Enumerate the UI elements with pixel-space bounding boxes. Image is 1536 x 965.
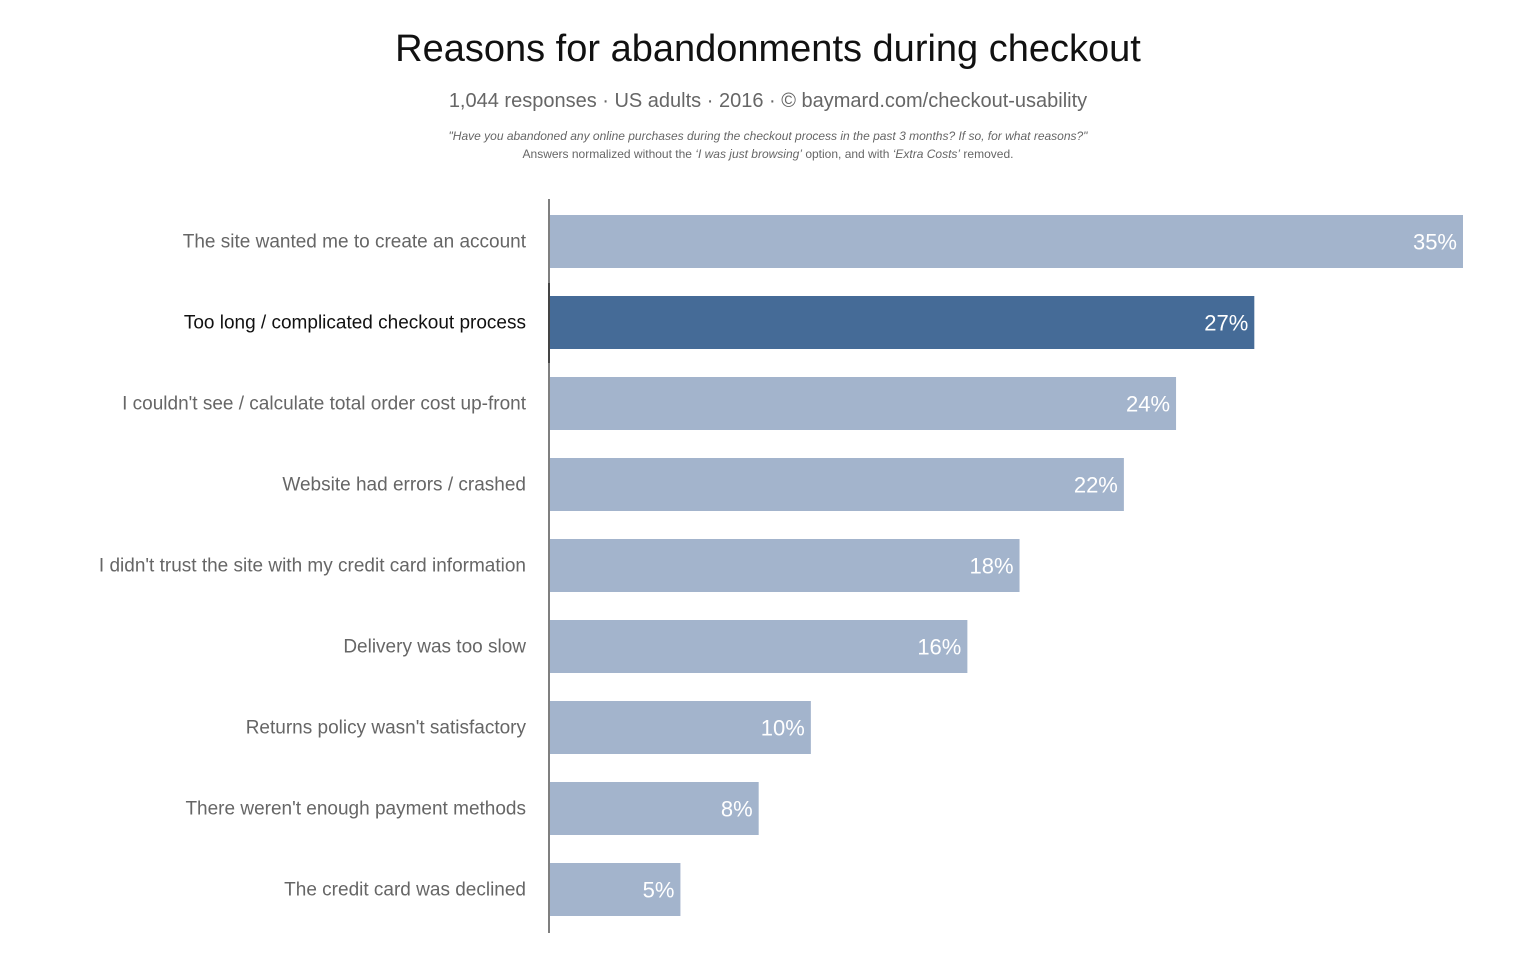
chart-title: Reasons for abandonments during checkout <box>395 28 1141 70</box>
note-suffix: removed. <box>960 147 1014 161</box>
bar <box>550 215 1463 268</box>
normalization-note: Answers normalized without the ‘I was ju… <box>0 147 1536 161</box>
bar <box>550 296 1255 349</box>
data-label: 5% <box>643 878 675 903</box>
survey-question: "Have you abandoned any online purchases… <box>448 129 1088 143</box>
category-label: Website had errors / crashed <box>282 475 526 496</box>
data-label: 22% <box>1074 473 1118 498</box>
chart-subtitle: 1,044 responses · US adults · 2016 · © b… <box>448 90 1088 112</box>
data-label: 27% <box>1204 311 1248 336</box>
data-label: 18% <box>969 554 1013 579</box>
bar <box>550 701 811 754</box>
category-label: The credit card was declined <box>284 880 526 901</box>
category-label: I didn't trust the site with my credit c… <box>99 556 526 577</box>
note-mid: option, and with <box>802 147 893 161</box>
data-label: 8% <box>721 797 753 822</box>
category-label: I couldn't see / calculate total order c… <box>122 394 527 415</box>
data-label: 16% <box>917 635 961 660</box>
category-label: The site wanted me to create an account <box>183 232 527 253</box>
category-label: There weren't enough payment methods <box>185 799 526 820</box>
data-label: 10% <box>761 716 805 741</box>
bar <box>550 539 1020 592</box>
bar <box>550 377 1177 430</box>
note-emphasis-1: ‘I was just browsing’ <box>695 147 802 161</box>
data-label: 24% <box>1126 392 1170 417</box>
note-prefix: Answers normalized without the <box>522 147 696 161</box>
bar <box>550 782 759 835</box>
bar <box>550 458 1124 511</box>
note-emphasis-2: ‘Extra Costs’ <box>892 147 961 161</box>
data-label: 35% <box>1413 230 1457 255</box>
category-label: Too long / complicated checkout process <box>184 313 526 334</box>
category-label: Delivery was too slow <box>343 637 526 658</box>
bar <box>550 620 968 673</box>
bar <box>550 863 681 916</box>
category-label: Returns policy wasn't satisfactory <box>246 718 527 739</box>
